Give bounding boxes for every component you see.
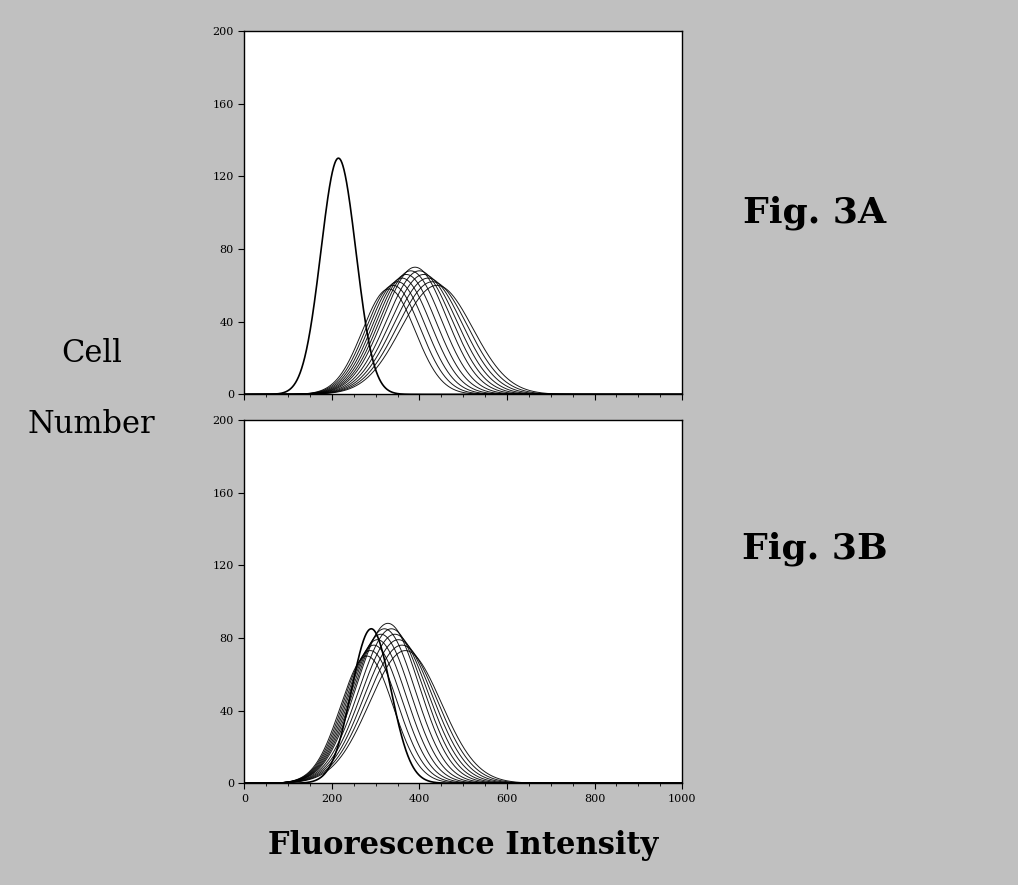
Text: Fig. 3A: Fig. 3A (743, 196, 886, 229)
Text: Number: Number (27, 409, 156, 441)
Text: Fig. 3B: Fig. 3B (741, 532, 888, 566)
Text: Fluorescence Intensity: Fluorescence Intensity (268, 829, 659, 861)
Text: Cell: Cell (61, 338, 122, 370)
